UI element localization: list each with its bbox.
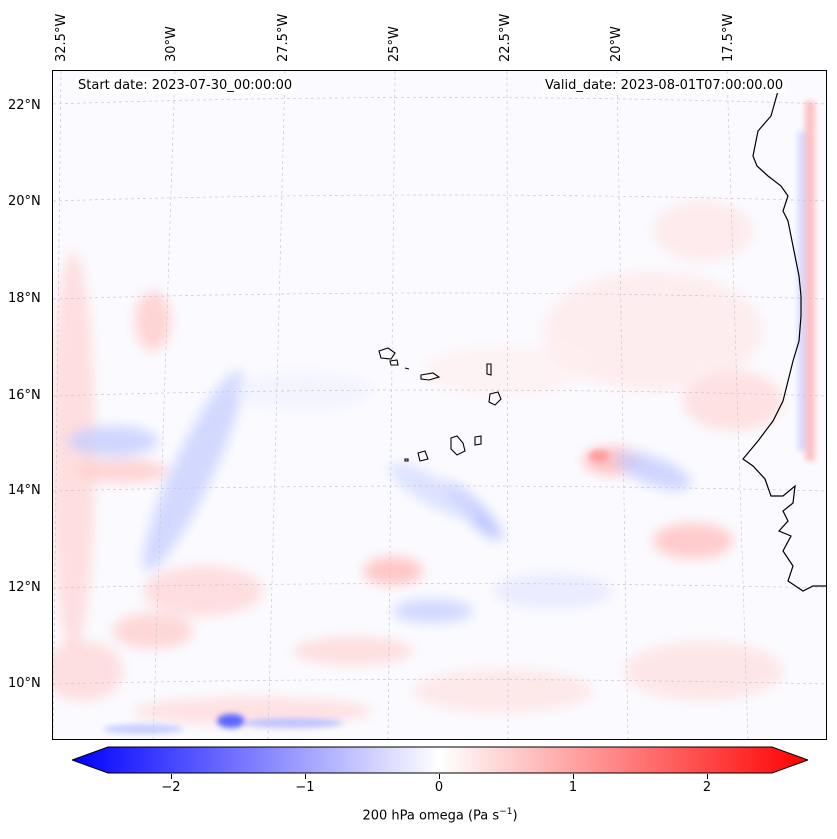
valid-date-label: Valid_date: 2023-08-01T07:00:00.00	[543, 78, 786, 93]
lon-label-17-5w: 17.5°W	[721, 13, 736, 62]
cb-tick-0: 0	[434, 780, 444, 795]
map-panel	[52, 70, 827, 740]
start-date-label: Start date: 2023-07-30_00:00:00	[76, 78, 295, 93]
lat-label-12n: 12°N	[8, 580, 41, 595]
lat-label-22n: 22°N	[8, 98, 41, 113]
colorbar	[70, 746, 810, 774]
lon-label-25w: 25°W	[387, 26, 402, 62]
graticule	[53, 71, 826, 739]
colorbar-label: 200 hPa omega (Pa s−1)	[0, 807, 837, 823]
omega-field-map	[53, 71, 826, 739]
lat-label-20n: 20°N	[8, 194, 41, 209]
lat-label-18n: 18°N	[8, 291, 41, 306]
cb-tickmark-0	[439, 774, 440, 779]
cape-verde-islands	[378, 347, 502, 462]
colorbar-label-sup: −1	[499, 807, 513, 817]
lat-label-14n: 14°N	[8, 483, 41, 498]
colorbar-gradient	[70, 746, 810, 774]
cb-tickmark-1	[573, 774, 574, 779]
lon-label-20w: 20°W	[609, 26, 624, 62]
lon-label-30w: 30°W	[164, 26, 179, 62]
colorbar-label-text: 200 hPa omega (Pa s	[362, 808, 500, 824]
colorbar-label-end: )	[512, 808, 518, 824]
lon-label-27-5w: 27.5°W	[276, 13, 291, 62]
cb-tick-2: 2	[702, 780, 712, 795]
omega-edge-bands	[103, 101, 815, 734]
cb-tickmark-2	[707, 774, 708, 779]
cb-tick-neg1: −1	[295, 780, 315, 795]
lon-label-32-5w: 32.5°W	[54, 13, 69, 62]
cb-tick-neg2: −2	[161, 780, 181, 795]
lon-label-22-5w: 22.5°W	[498, 13, 513, 62]
lat-label-10n: 10°N	[8, 676, 41, 691]
cb-tickmark-neg1	[305, 774, 306, 779]
cb-tickmark-neg2	[171, 774, 172, 779]
lat-label-16n: 16°N	[8, 388, 41, 403]
omega-patches	[53, 201, 783, 725]
africa-coastline	[742, 90, 826, 592]
colorbar-svg	[70, 746, 810, 774]
cb-tick-1: 1	[568, 780, 578, 795]
